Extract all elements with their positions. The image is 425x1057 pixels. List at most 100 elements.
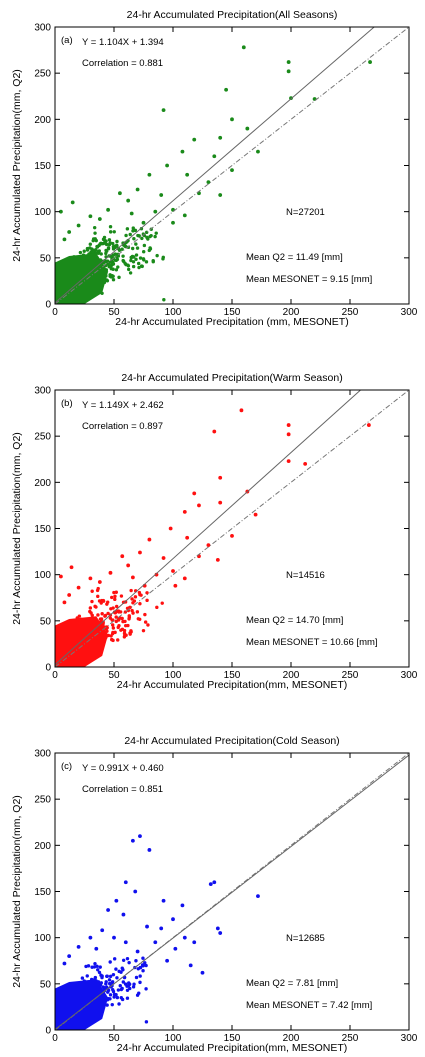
data-point bbox=[114, 604, 119, 609]
data-point bbox=[92, 225, 97, 230]
data-point bbox=[218, 931, 223, 935]
data-point bbox=[106, 908, 110, 912]
data-point bbox=[138, 980, 142, 985]
x-tick-label: 200 bbox=[283, 307, 300, 318]
data-point bbox=[105, 1003, 109, 1007]
data-point bbox=[121, 980, 126, 984]
data-point bbox=[212, 429, 217, 434]
data-point bbox=[121, 254, 125, 258]
mean-mesonet-label: Mean MESONET = 9.15 [mm] bbox=[246, 274, 372, 285]
x-tick-label: 0 bbox=[52, 307, 58, 318]
data-point bbox=[129, 255, 133, 260]
data-point bbox=[180, 149, 185, 154]
data-point bbox=[128, 271, 133, 275]
y-tick-label: 100 bbox=[34, 570, 51, 581]
data-point bbox=[100, 928, 105, 933]
y-tick-label: 150 bbox=[34, 161, 51, 172]
data-point bbox=[90, 589, 94, 593]
chart-panel-3: 24-hr Accumulated Precipitation(Cold Sea… bbox=[11, 735, 418, 1054]
data-point bbox=[116, 638, 120, 642]
data-point bbox=[134, 253, 139, 257]
data-point bbox=[134, 257, 138, 262]
x-tick-label: 100 bbox=[165, 1033, 182, 1044]
data-point bbox=[108, 993, 113, 997]
data-point bbox=[286, 459, 291, 463]
data-point bbox=[102, 235, 107, 240]
x-tick-label: 200 bbox=[283, 670, 300, 681]
data-point bbox=[286, 69, 291, 74]
data-point bbox=[112, 935, 116, 940]
data-point bbox=[129, 211, 134, 216]
data-point bbox=[165, 163, 170, 168]
data-point bbox=[94, 247, 98, 252]
data-point bbox=[123, 880, 128, 885]
x-tick-label: 250 bbox=[342, 307, 359, 318]
data-point bbox=[239, 408, 244, 413]
y-axis-label: 24-hr Accumulated Precipitation(mm, Q2) bbox=[11, 795, 23, 988]
data-point bbox=[116, 247, 121, 251]
data-point bbox=[182, 213, 187, 218]
data-point bbox=[215, 557, 220, 562]
data-point bbox=[131, 611, 135, 615]
data-point bbox=[135, 949, 140, 954]
n-label: N=14516 bbox=[286, 570, 325, 581]
data-point bbox=[218, 193, 223, 197]
data-point bbox=[241, 45, 246, 50]
data-point bbox=[153, 234, 157, 239]
data-point bbox=[206, 180, 211, 185]
data-point bbox=[129, 629, 133, 633]
correlation-label: Correlation = 0.897 bbox=[82, 421, 163, 432]
data-point bbox=[130, 575, 135, 580]
data-point bbox=[88, 242, 93, 246]
data-point bbox=[62, 961, 67, 966]
mean-mesonet-label: Mean MESONET = 10.66 [mm] bbox=[246, 637, 378, 648]
data-point bbox=[368, 60, 372, 64]
data-point bbox=[90, 613, 94, 618]
data-point bbox=[138, 256, 143, 260]
y-tick-label: 200 bbox=[34, 115, 51, 126]
data-point bbox=[120, 997, 125, 1002]
data-point bbox=[108, 230, 113, 234]
data-point bbox=[124, 633, 128, 637]
data-point bbox=[137, 265, 141, 270]
x-axis-label: 24-hr Accumulated Precipitation(mm, MESO… bbox=[117, 679, 348, 691]
data-point bbox=[110, 623, 115, 627]
mean-q2-label: Mean Q2 = 11.49 [mm] bbox=[246, 252, 343, 263]
x-axis-label: 24-hr Accumulated Precipitation (mm, MES… bbox=[115, 316, 348, 328]
x-tick-label: 50 bbox=[108, 307, 120, 318]
data-point bbox=[116, 625, 120, 630]
data-point bbox=[88, 214, 93, 219]
data-point bbox=[128, 986, 132, 991]
data-point bbox=[138, 974, 142, 978]
data-point bbox=[218, 135, 223, 140]
x-axis-label: 24-hr Accumulated Precipitation(mm, MESO… bbox=[117, 1042, 348, 1054]
x-tick-label: 150 bbox=[224, 307, 241, 318]
mean-q2-label: Mean Q2 = 14.70 [mm] bbox=[246, 615, 343, 626]
data-point bbox=[132, 982, 136, 986]
y-tick-label: 0 bbox=[45, 1026, 51, 1037]
data-point bbox=[90, 250, 95, 254]
data-point bbox=[148, 247, 153, 251]
y-axis-label: 24-hr Accumulated Precipitation(mm, Q2) bbox=[11, 432, 23, 625]
data-point bbox=[197, 503, 201, 508]
x-tick-label: 250 bbox=[342, 670, 359, 681]
x-tick-label: 0 bbox=[52, 1033, 58, 1044]
data-point bbox=[115, 609, 120, 613]
data-point bbox=[88, 606, 93, 610]
data-point bbox=[218, 500, 223, 505]
data-point bbox=[140, 264, 144, 269]
chart-panel-1: 24-hr Accumulated Precipitation(All Seas… bbox=[11, 9, 418, 328]
correlation-label: Correlation = 0.881 bbox=[82, 58, 163, 69]
data-point bbox=[62, 600, 67, 605]
data-point bbox=[114, 590, 118, 594]
data-point bbox=[123, 940, 128, 945]
data-point bbox=[62, 237, 67, 242]
data-point bbox=[118, 191, 122, 196]
data-point bbox=[133, 595, 138, 599]
regression-line bbox=[54, 389, 361, 666]
data-point bbox=[76, 585, 81, 590]
data-point bbox=[208, 882, 213, 887]
data-point bbox=[215, 926, 220, 931]
data-point bbox=[118, 610, 123, 614]
